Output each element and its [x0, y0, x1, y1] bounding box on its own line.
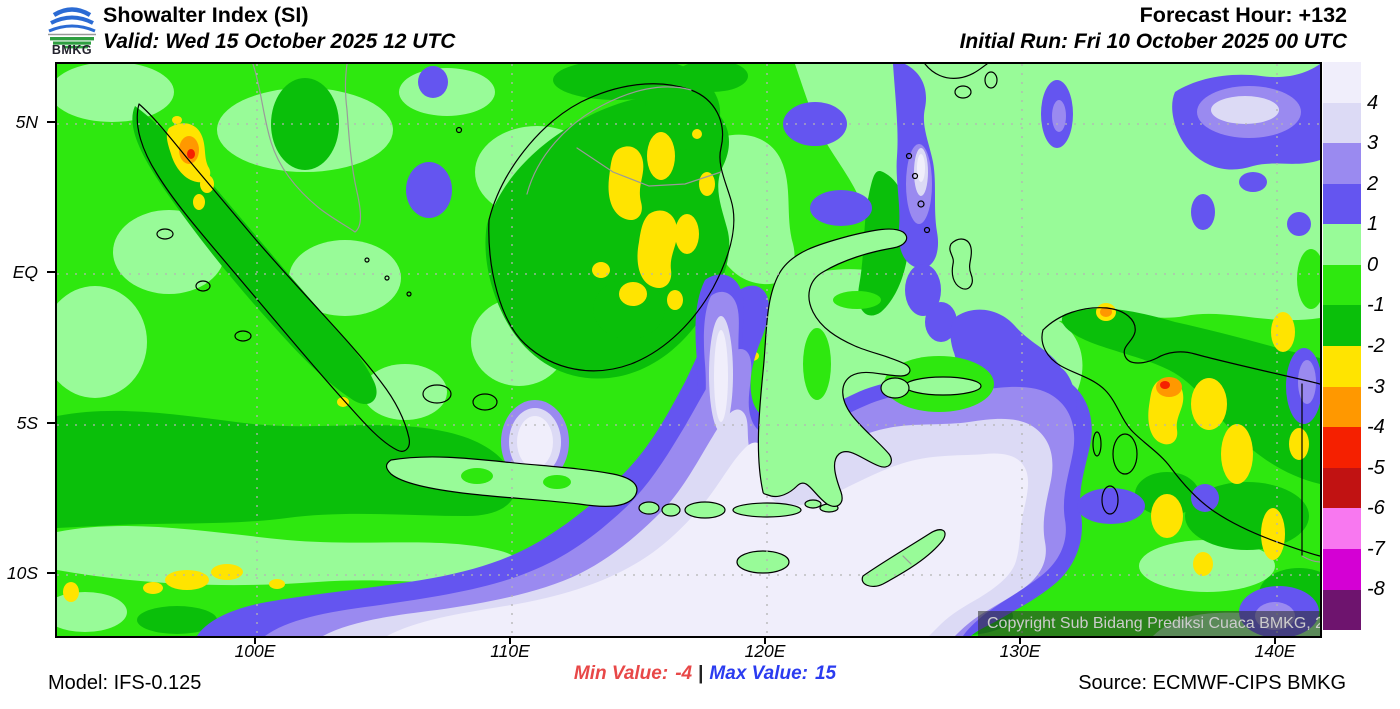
copyright-watermark: Copyright Sub Bidang Prediksi Cuaca BMKG… — [978, 611, 1320, 636]
colorbar-tick-label: -8 — [1367, 578, 1385, 601]
contour-yellow-orange-layer — [63, 116, 1320, 602]
min-value: -4 — [675, 663, 693, 684]
lon-tick-mark — [1019, 636, 1021, 644]
lat-tick-label: 10S — [6, 563, 38, 583]
page-title: Showalter Index (SI) — [103, 3, 309, 27]
colorbar-tick-label: -5 — [1367, 456, 1385, 479]
minmax-separator: | — [698, 663, 704, 684]
colorbar-segment — [1323, 183, 1361, 225]
colorbar-segment — [1323, 548, 1361, 590]
map-svg — [57, 64, 1320, 636]
source-label: Source: ECMWF-CIPS BMKG — [1078, 672, 1346, 694]
colorbar-segment — [1323, 264, 1361, 306]
colorbar-segment — [1323, 346, 1361, 387]
colorbar-tick-label: -6 — [1367, 497, 1385, 520]
minmax-line: Min Value: -4 | Max Value: 15 — [480, 663, 930, 685]
valid-time-label: Valid: Wed 15 October 2025 12 UTC — [103, 30, 456, 53]
colorbar-tick-label: 0 — [1367, 253, 1379, 276]
colorbar-segment — [1323, 224, 1361, 265]
colorbar-tick-label: -1 — [1367, 294, 1385, 317]
forecast-hour-label: Forecast Hour: +132 — [1139, 3, 1347, 27]
lat-tick-mark — [47, 271, 56, 273]
colorbar-tick-label: 2 — [1367, 172, 1379, 195]
colorbar-tick-label: -7 — [1367, 537, 1385, 560]
lat-tick-label: 5S — [16, 413, 38, 433]
bmkg-logo-icon — [48, 7, 96, 49]
lon-tick-mark — [254, 636, 256, 644]
lon-tick-mark — [764, 636, 766, 644]
max-value: 15 — [814, 663, 837, 684]
island-interior-patches — [461, 291, 881, 489]
colorbar-tick-label: -4 — [1367, 416, 1385, 439]
lat-tick-mark — [47, 422, 56, 424]
colorbar-tick-label: 1 — [1367, 213, 1379, 236]
bmkg-logo-text: BMKG — [51, 43, 93, 57]
colorbar-segment — [1323, 589, 1361, 631]
colorbar-tick-label: -2 — [1367, 335, 1385, 357]
lon-tick-label: 110E — [490, 641, 530, 661]
colorbar-tick-label: 3 — [1367, 132, 1379, 155]
lon-tick-label: 140E — [1254, 641, 1296, 661]
max-value-label: Max Value: 15 — [709, 663, 837, 684]
coastlines-layer — [136, 64, 1320, 557]
colorbar-segment — [1323, 386, 1361, 428]
lat-tick-mark — [47, 121, 56, 123]
lon-tick-label: 120E — [744, 641, 786, 661]
lat-tick-mark — [47, 572, 56, 574]
lat-tick-label: 5N — [15, 112, 38, 132]
lon-tick-label: 100E — [234, 641, 276, 661]
colorbar-tick-label: 4 — [1367, 91, 1379, 114]
colorbar-segment — [1323, 467, 1361, 509]
min-value-label: Min Value: -4 — [573, 663, 693, 684]
gridlines-layer — [57, 64, 1320, 636]
lon-tick-label: 130E — [999, 641, 1041, 661]
foreign-borders-layer — [252, 64, 1320, 565]
model-label: Model: IFS-0.125 — [48, 672, 202, 694]
initial-run-label: Initial Run: Fri 10 October 2025 00 UTC — [959, 30, 1347, 53]
colorbar — [1323, 62, 1361, 631]
map-plot-area: Copyright Sub Bidang Prediksi Cuaca BMKG… — [55, 62, 1322, 638]
colorbar-segment — [1323, 508, 1361, 549]
colorbar-segment — [1323, 427, 1361, 468]
colorbar-labels: 4 3 2 1 0 -1 -2 -3 -4 -5 -6 -7 -8 — [1367, 62, 1400, 630]
lon-tick-mark — [509, 636, 511, 644]
colorbar-tick-label: -3 — [1367, 375, 1385, 398]
colorbar-segment — [1323, 102, 1361, 144]
lat-tick-label: EQ — [12, 262, 38, 282]
colorbar-segment — [1323, 305, 1361, 347]
islands-layer — [385, 228, 982, 588]
lon-tick-mark — [1274, 636, 1276, 644]
colorbar-segment — [1323, 143, 1361, 184]
colorbar-segment — [1323, 62, 1361, 103]
